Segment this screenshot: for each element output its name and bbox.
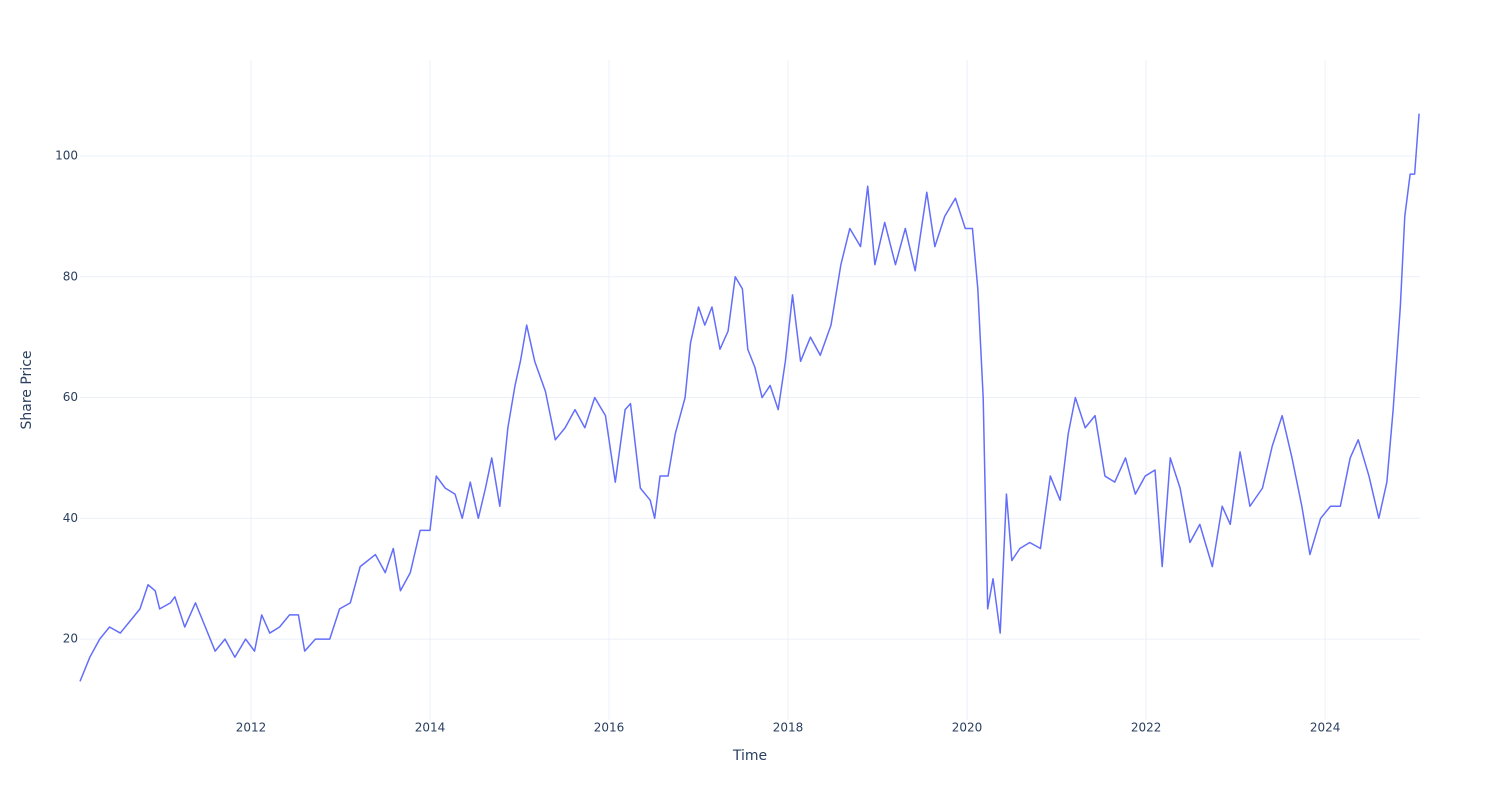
x-tick-label: 2024	[1310, 721, 1341, 735]
y-tick-label: 40	[63, 511, 78, 525]
y-tick-label: 100	[55, 149, 78, 163]
x-tick-label: 2022	[1131, 721, 1162, 735]
y-tick-label: 20	[63, 632, 78, 646]
x-axis-title: Time	[732, 748, 767, 764]
x-tick-label: 2020	[952, 721, 983, 735]
x-tick-label: 2014	[415, 721, 446, 735]
x-tick-label: 2016	[594, 721, 625, 735]
price-line	[79, 113, 1420, 682]
y-tick-label: 80	[63, 269, 78, 283]
y-axis-title: Share Price	[19, 350, 35, 429]
y-tick-label: 60	[63, 390, 78, 404]
x-tick-label: 2018	[773, 721, 804, 735]
x-tick-label: 2012	[236, 721, 267, 735]
